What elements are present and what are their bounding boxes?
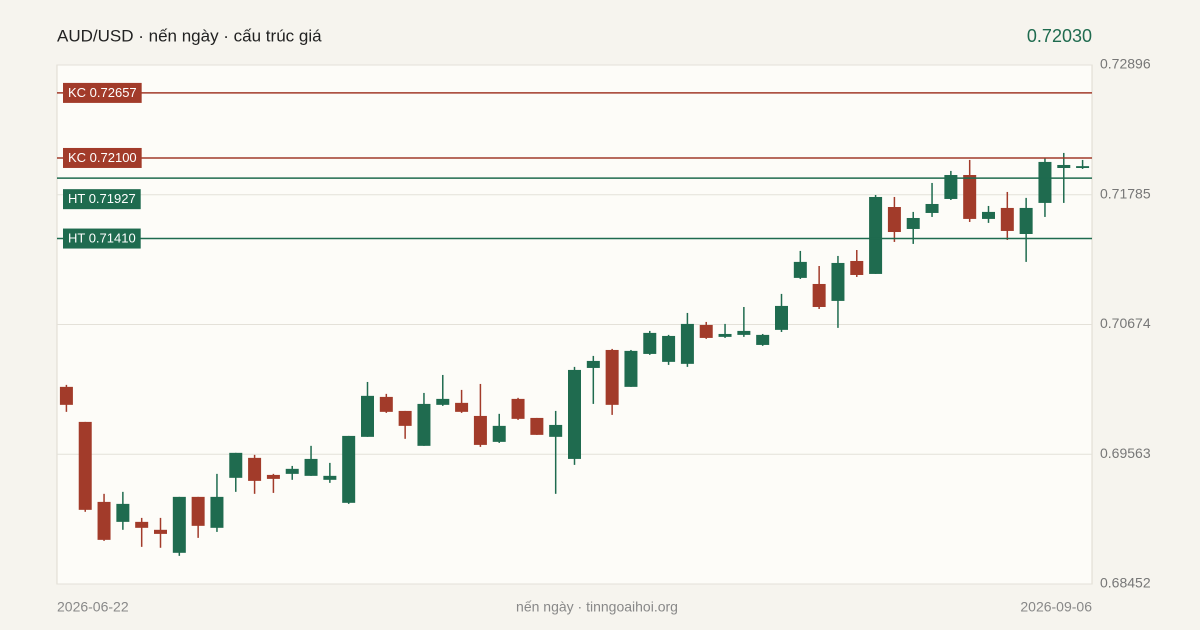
candle-body	[210, 496, 224, 528]
candle-body	[172, 496, 186, 553]
candle-body	[304, 458, 318, 476]
candle-body	[812, 283, 826, 307]
candle-body	[248, 457, 262, 481]
candle-body	[492, 425, 506, 442]
x-tick-label: 2026-06-22	[57, 599, 129, 615]
candle-body	[605, 349, 619, 405]
candle-body	[530, 417, 544, 435]
y-tick-label: 0.68452	[1100, 575, 1151, 591]
candle-body	[869, 196, 883, 274]
candle-body	[906, 217, 920, 229]
footer: nến ngày · tinngoaihoi.org	[516, 599, 678, 615]
level-label-box	[63, 228, 141, 249]
candle-body	[775, 305, 788, 330]
y-tick-label: 0.70674	[1100, 315, 1151, 331]
candle-body	[511, 398, 525, 419]
candle-body	[59, 386, 73, 405]
candle-body	[944, 175, 958, 199]
candle-body	[1057, 164, 1071, 169]
candle-body	[266, 474, 280, 479]
candle-body	[361, 395, 374, 437]
candle-body	[455, 402, 469, 412]
candle-body	[1000, 207, 1014, 231]
candle-body	[586, 360, 600, 368]
candle-body	[417, 403, 431, 446]
candle-body	[831, 262, 845, 301]
level-label: KC 0.72657	[68, 85, 137, 100]
x-tick-label: 2026-09-06	[1020, 599, 1092, 615]
level-label: HT 0.71410	[68, 230, 136, 245]
y-tick-label: 0.72896	[1100, 56, 1151, 72]
candle-body	[718, 333, 732, 337]
candle-body	[963, 175, 977, 219]
candle-body	[1019, 207, 1033, 234]
candle-body	[191, 496, 205, 526]
candle-body	[342, 435, 356, 503]
y-tick-label: 0.71785	[1100, 185, 1151, 201]
candle-body	[925, 203, 939, 213]
candle-body	[643, 332, 657, 354]
level-label-box	[63, 147, 142, 168]
candle-body	[116, 503, 130, 522]
level-label: KC 0.72100	[68, 150, 137, 165]
candle-body	[398, 410, 412, 426]
candle-body	[97, 501, 111, 540]
candle-body	[473, 415, 487, 445]
y-tick-label: 0.69563	[1100, 445, 1151, 461]
candle-body	[662, 335, 676, 362]
level-label-box	[63, 82, 142, 103]
candle-body	[737, 330, 751, 335]
candle-body	[850, 260, 864, 275]
candle-body	[982, 211, 995, 219]
candle-body	[379, 396, 393, 412]
candle-body	[323, 475, 337, 480]
candle-body	[285, 468, 299, 474]
candle-body	[154, 529, 167, 534]
candle-body	[624, 350, 638, 387]
candle-body	[229, 452, 243, 478]
candle-body	[436, 398, 450, 405]
candle-body	[1038, 161, 1052, 203]
candle-body	[680, 323, 694, 364]
candle-body	[1076, 166, 1090, 169]
level-label-box	[63, 189, 141, 210]
candle-body	[793, 261, 807, 278]
candle-body	[887, 207, 901, 233]
candle-body	[568, 369, 581, 459]
chart-title: AUD/USD · nến ngày · cấu trúc giá	[57, 26, 322, 45]
level-label: HT 0.71927	[68, 191, 136, 206]
candle-body	[756, 334, 770, 345]
last-price: 0.72030	[1027, 26, 1092, 46]
candle-body	[135, 521, 149, 528]
candle-body	[699, 324, 713, 338]
candle-body	[549, 424, 563, 437]
candle-body	[78, 421, 92, 510]
